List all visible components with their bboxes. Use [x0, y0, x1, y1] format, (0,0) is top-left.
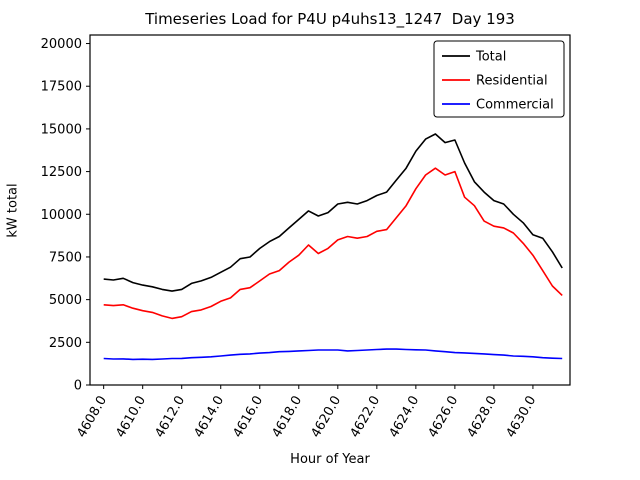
chart-title: Timeseries Load for P4U p4uhs13_1247 Day…	[145, 10, 515, 28]
x-tick-label: 4610.0	[113, 394, 149, 441]
y-tick-label: 15000	[41, 122, 82, 137]
x-tick-label: 4620.0	[309, 394, 345, 441]
axes-frame	[89, 34, 571, 386]
x-tick-label: 4628.0	[465, 394, 501, 441]
x-tick-label: 4624.0	[387, 394, 423, 441]
legend: Total Residential Commercial	[433, 40, 565, 118]
x-tick-label: 4612.0	[152, 394, 188, 441]
x-tick-label: 4616.0	[230, 394, 266, 441]
series-line-residential	[103, 167, 563, 320]
y-tick-label: 7500	[49, 250, 82, 265]
legend-entry-total: Total	[442, 50, 506, 65]
legend-entry-commercial: Commercial	[442, 98, 554, 113]
series-line-commercial	[103, 348, 563, 361]
x-axis-ticks: 4608.0 4610.0 4612.0 4614.0 4616.0 4618.0 4620…	[74, 385, 539, 440]
legend-label: Residential	[476, 74, 548, 89]
x-tick-label: 4614.0	[191, 394, 227, 441]
y-tick-label: 0	[74, 379, 82, 394]
series-line-total	[103, 133, 563, 292]
legend-label: Total	[475, 50, 506, 65]
legend-entry-residential: Residential	[442, 74, 548, 89]
x-axis-label: Hour of Year	[290, 452, 370, 467]
x-tick-label: 4608.0	[74, 394, 110, 441]
y-tick-label: 20000	[41, 37, 82, 52]
legend-box	[433, 40, 565, 118]
y-axis-ticks: 0 2500 5000 7500 10000 12500 15000 17500 20000	[41, 37, 90, 394]
y-axis-label: kW total	[5, 183, 21, 238]
legend-label: Commercial	[476, 98, 554, 113]
y-tick-label: 2500	[49, 336, 82, 351]
x-tick-label: 4630.0	[504, 394, 540, 441]
y-tick-label: 17500	[41, 80, 82, 95]
x-tick-label: 4626.0	[426, 394, 462, 441]
x-tick-label: 4618.0	[270, 394, 306, 441]
y-tick-label: 10000	[41, 208, 82, 223]
y-tick-label: 5000	[49, 293, 82, 308]
y-tick-label: 12500	[41, 165, 82, 180]
x-tick-label: 4622.0	[348, 394, 384, 441]
